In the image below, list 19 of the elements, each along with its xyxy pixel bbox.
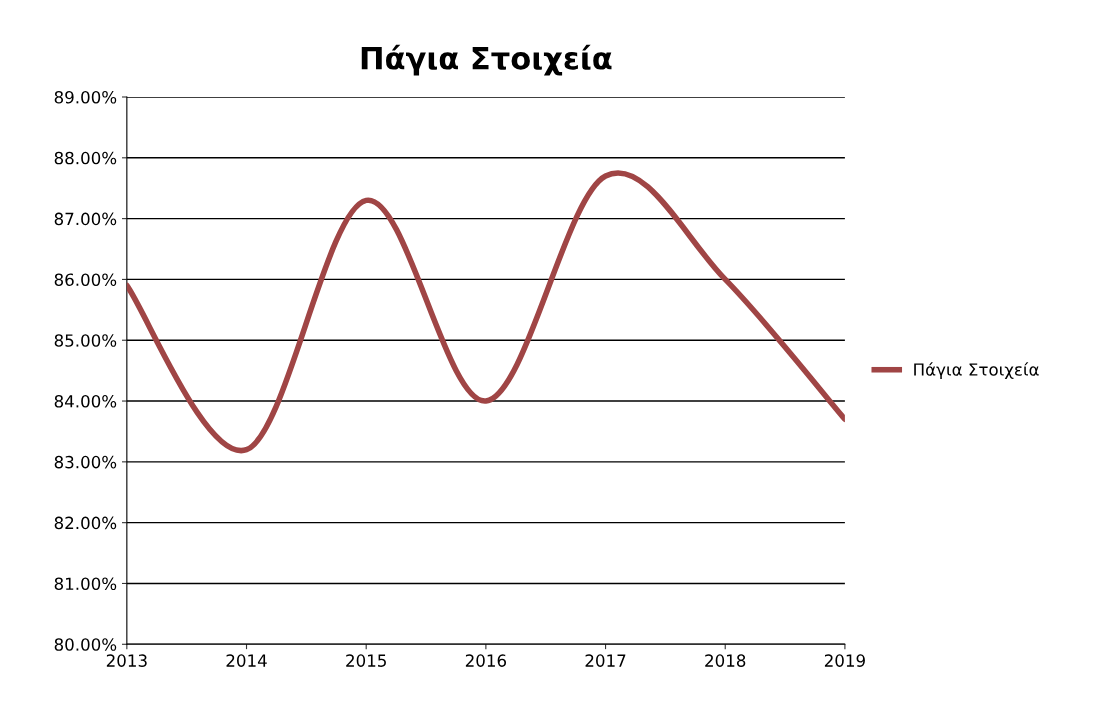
- y-tick-label: 87.00%: [54, 212, 117, 226]
- y-tick-label: 89.00%: [54, 90, 117, 104]
- x-tick-label: 2015: [346, 654, 386, 667]
- y-tick-label: 84.00%: [54, 395, 117, 408]
- x-tick-label: 2017: [585, 654, 626, 667]
- x-tick-label: 2013: [106, 654, 147, 667]
- y-tick-label: 88.00%: [54, 151, 117, 165]
- x-tick-label: 2016: [465, 654, 507, 667]
- y-tick-label: 86.00%: [54, 273, 117, 286]
- x-tick-label: 2014: [226, 654, 267, 667]
- y-tick-label: 80.00%: [54, 638, 117, 651]
- chart-title: Πάγια Στοιχεία: [361, 44, 612, 76]
- y-tick-label: 83.00%: [54, 455, 117, 469]
- y-tick-label: 81.00%: [54, 577, 117, 591]
- y-tick-label: 85.00%: [54, 334, 117, 347]
- x-tick-label: 2018: [705, 654, 746, 667]
- legend-label: Πάγια Στοιχεία: [914, 362, 1039, 380]
- y-tick-label: 82.00%: [54, 516, 117, 530]
- x-tick-label: 2019: [824, 654, 865, 667]
